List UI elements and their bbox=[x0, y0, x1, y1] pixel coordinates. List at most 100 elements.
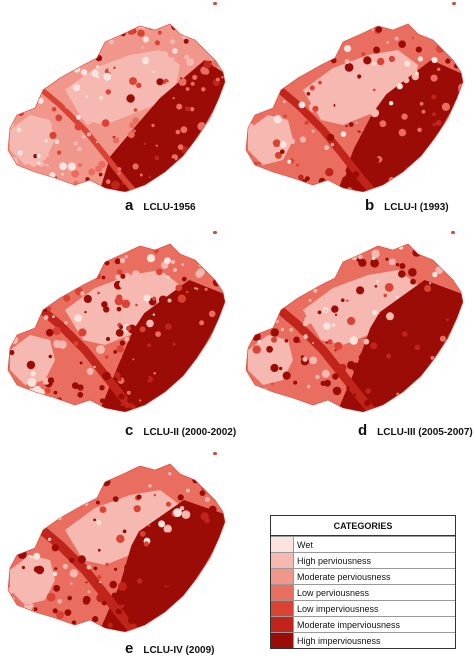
land-patch bbox=[419, 101, 424, 106]
boundary-outline bbox=[7, 243, 226, 413]
land-patch bbox=[173, 569, 181, 577]
land-patch bbox=[458, 59, 463, 65]
land-patch bbox=[96, 593, 106, 603]
land-patch bbox=[10, 543, 19, 552]
land-patch bbox=[436, 381, 442, 388]
land-patch bbox=[53, 584, 61, 592]
land-patch bbox=[22, 64, 28, 69]
land-patch bbox=[101, 301, 108, 308]
land-patch bbox=[208, 302, 215, 309]
land-patch bbox=[392, 137, 398, 143]
land-patch bbox=[429, 375, 437, 383]
land-patch bbox=[435, 119, 442, 126]
land-patch bbox=[179, 506, 185, 511]
land-patch bbox=[248, 294, 254, 300]
land-patch bbox=[166, 275, 170, 279]
land-patch bbox=[385, 257, 389, 261]
land-patch bbox=[139, 173, 143, 177]
land-patch bbox=[24, 506, 32, 514]
pervious-zone bbox=[10, 555, 55, 605]
land-patch bbox=[105, 336, 111, 342]
land-patch bbox=[447, 398, 451, 402]
land-patch bbox=[304, 285, 311, 292]
land-patch bbox=[178, 77, 187, 86]
land-patch bbox=[273, 190, 277, 192]
land-patch bbox=[95, 48, 99, 51]
land-patch bbox=[105, 562, 109, 567]
land-patch bbox=[452, 357, 457, 362]
land-patch bbox=[23, 119, 29, 125]
land-patch bbox=[373, 88, 376, 92]
land-patch bbox=[408, 268, 417, 277]
land-patch bbox=[344, 338, 347, 342]
land-patch bbox=[372, 309, 378, 315]
land-patch bbox=[25, 613, 30, 619]
land-patch bbox=[189, 528, 195, 533]
land-patch bbox=[449, 315, 455, 321]
land-patch bbox=[204, 533, 213, 542]
land-patch bbox=[257, 65, 266, 73]
land-patch bbox=[423, 116, 427, 120]
land-patch bbox=[445, 303, 453, 311]
land-patch bbox=[361, 283, 365, 287]
land-patch bbox=[148, 524, 151, 527]
land-patch bbox=[45, 153, 49, 158]
land-patch bbox=[8, 329, 12, 333]
land-patch bbox=[398, 40, 406, 48]
land-patch bbox=[276, 58, 284, 66]
land-patch bbox=[249, 402, 255, 409]
land-patch bbox=[459, 62, 461, 65]
land-patch bbox=[164, 626, 167, 629]
land-patch bbox=[415, 71, 419, 76]
land-patch bbox=[258, 407, 267, 412]
land-patch bbox=[76, 114, 81, 120]
land-patch bbox=[136, 494, 142, 500]
land-patch bbox=[380, 152, 387, 159]
land-patch bbox=[381, 368, 385, 372]
land-patch bbox=[311, 129, 315, 133]
land-patch bbox=[288, 65, 295, 72]
land-patch bbox=[131, 566, 139, 575]
land-patch bbox=[384, 283, 394, 292]
land-patch bbox=[287, 159, 292, 164]
land-patch bbox=[16, 166, 20, 170]
land-patch bbox=[410, 278, 416, 285]
land-patch bbox=[95, 500, 100, 505]
land-patch bbox=[174, 338, 181, 345]
land-patch bbox=[146, 319, 154, 328]
land-patch bbox=[380, 346, 385, 351]
land-patch bbox=[118, 355, 123, 359]
land-patch bbox=[116, 345, 124, 353]
land-patch bbox=[121, 299, 131, 309]
land-patch bbox=[266, 29, 275, 39]
land-patch bbox=[415, 161, 419, 165]
caption-e: e LCLU-IV (2009) bbox=[125, 640, 214, 658]
land-patch bbox=[406, 307, 416, 316]
land-patch bbox=[332, 386, 342, 396]
land-patch bbox=[201, 87, 206, 92]
land-patch bbox=[257, 306, 266, 315]
land-patch bbox=[99, 398, 105, 404]
land-patch bbox=[338, 169, 347, 178]
islet bbox=[213, 2, 217, 5]
map-panel-a bbox=[5, 20, 230, 195]
land-patch bbox=[105, 89, 112, 95]
land-patch bbox=[460, 101, 463, 104]
land-patch bbox=[168, 158, 176, 166]
land-patch bbox=[325, 176, 329, 180]
land-patch bbox=[436, 176, 444, 184]
land-patch bbox=[386, 353, 392, 359]
land-patch bbox=[331, 305, 339, 313]
land-patch bbox=[24, 65, 31, 72]
land-patch bbox=[441, 102, 450, 111]
land-patch bbox=[115, 329, 124, 337]
land-patch bbox=[250, 60, 257, 67]
land-patch bbox=[221, 611, 225, 617]
land-patch bbox=[165, 323, 172, 330]
land-patch bbox=[206, 480, 214, 488]
land-patch bbox=[72, 62, 80, 70]
land-patch bbox=[206, 582, 214, 590]
land-patch bbox=[421, 109, 426, 114]
land-patch bbox=[270, 274, 275, 279]
land-patch bbox=[206, 566, 214, 574]
